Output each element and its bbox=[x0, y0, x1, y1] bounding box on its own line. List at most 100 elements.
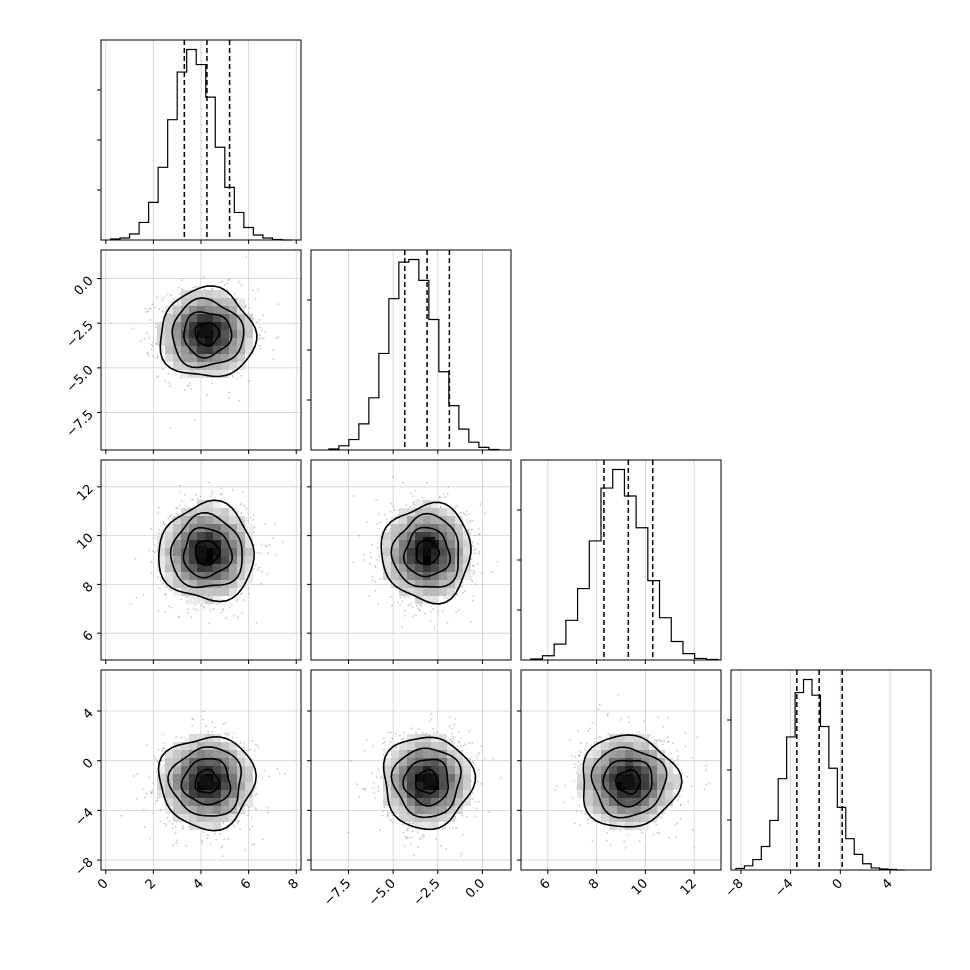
scatter-point bbox=[252, 289, 254, 292]
scatter-point bbox=[480, 745, 483, 748]
scatter-point bbox=[276, 768, 279, 770]
density-cell bbox=[157, 564, 165, 572]
scatter-point bbox=[379, 829, 381, 831]
density-cell bbox=[383, 766, 391, 774]
scatter-point bbox=[205, 725, 207, 727]
scatter-point bbox=[162, 733, 165, 736]
density-cell bbox=[431, 742, 439, 750]
scatter-point bbox=[238, 281, 241, 283]
scatter-point bbox=[554, 788, 557, 791]
scatter-point bbox=[150, 343, 153, 346]
scatter-point bbox=[371, 576, 374, 578]
scatter-point bbox=[662, 726, 664, 728]
density-cell bbox=[229, 766, 237, 774]
density-cell bbox=[455, 572, 463, 580]
density-cell bbox=[431, 814, 439, 822]
scatter-point bbox=[668, 836, 670, 839]
scatter-point bbox=[195, 493, 198, 496]
density-cell bbox=[173, 564, 181, 572]
scatter-point bbox=[189, 388, 192, 390]
density-cell bbox=[641, 798, 649, 806]
scatter-point bbox=[356, 783, 358, 785]
scatter-point bbox=[578, 755, 581, 757]
scatter-point bbox=[394, 508, 396, 511]
scatter-point bbox=[240, 512, 242, 514]
scatter-point bbox=[443, 596, 446, 598]
scatter-point bbox=[175, 736, 178, 738]
density-cell bbox=[221, 298, 229, 306]
density-cell bbox=[439, 734, 447, 742]
scatter-point bbox=[208, 481, 211, 484]
scatter-point bbox=[179, 293, 181, 296]
contour-line bbox=[194, 322, 221, 347]
y-tick-label: −7.5 bbox=[64, 408, 97, 441]
density-cell bbox=[399, 516, 407, 524]
density-cell bbox=[213, 500, 221, 508]
density-cell bbox=[447, 572, 455, 580]
density-cell bbox=[213, 588, 221, 596]
scatter-point bbox=[677, 755, 679, 758]
density-cell bbox=[447, 758, 455, 766]
density-cell bbox=[657, 806, 665, 814]
density-cell bbox=[245, 330, 253, 338]
density-cell bbox=[181, 370, 189, 378]
density-cell bbox=[213, 564, 221, 572]
density-cell bbox=[431, 500, 439, 508]
density-cell bbox=[431, 580, 439, 588]
density-cell bbox=[229, 564, 237, 572]
scatter-point bbox=[151, 789, 154, 792]
scatter-point bbox=[460, 852, 463, 855]
contour-line bbox=[171, 297, 245, 369]
scatter-point bbox=[499, 777, 502, 779]
scatter-point bbox=[467, 529, 469, 532]
histogram-panel-2 bbox=[307, 249, 512, 454]
scatter-point bbox=[257, 288, 260, 291]
density-cell bbox=[229, 556, 237, 564]
density-cell bbox=[221, 766, 229, 774]
scatter-point bbox=[384, 740, 386, 743]
scatter-point bbox=[191, 725, 194, 727]
density-cell bbox=[593, 742, 601, 750]
density-cell bbox=[189, 354, 197, 362]
density-cell bbox=[431, 766, 439, 774]
x-tick-label: 0.0 bbox=[463, 876, 488, 901]
density-cell bbox=[173, 790, 181, 798]
density-cell bbox=[189, 362, 197, 370]
scatter-point bbox=[691, 829, 694, 832]
density-cell bbox=[407, 798, 415, 806]
density-cell bbox=[617, 750, 625, 758]
scatter-point bbox=[154, 758, 157, 760]
scatter-point bbox=[168, 588, 171, 590]
density-cell bbox=[641, 782, 649, 790]
scatter-point bbox=[248, 306, 251, 309]
scatter-point bbox=[247, 587, 250, 590]
scatter-point bbox=[260, 582, 263, 585]
contour-line bbox=[402, 758, 450, 807]
density-cell bbox=[189, 790, 197, 798]
density-cell bbox=[157, 790, 165, 798]
scatter-point bbox=[571, 755, 573, 757]
scatter-point bbox=[207, 834, 209, 836]
scatter-point bbox=[256, 551, 259, 554]
density-cell bbox=[229, 782, 237, 790]
scatter-point bbox=[404, 835, 407, 838]
y-tick-label: −2.5 bbox=[64, 318, 97, 351]
scatter-point bbox=[404, 609, 406, 612]
density-cell bbox=[447, 588, 455, 596]
scatter-point bbox=[142, 787, 145, 790]
scatter-point bbox=[178, 491, 181, 493]
scatter-point bbox=[641, 831, 643, 834]
density-cell bbox=[221, 508, 229, 516]
scatter-point bbox=[181, 825, 184, 827]
scatter-point bbox=[237, 372, 240, 375]
scatter-point bbox=[597, 708, 600, 710]
scatter-point bbox=[373, 792, 376, 795]
scatter-point bbox=[278, 772, 281, 775]
density-cell bbox=[415, 758, 423, 766]
scatter-point bbox=[153, 537, 155, 539]
density-cell bbox=[181, 354, 189, 362]
scatter-point bbox=[374, 566, 377, 569]
density-cell bbox=[431, 782, 439, 790]
scatter-point bbox=[191, 498, 193, 501]
scatter-point bbox=[405, 829, 408, 832]
